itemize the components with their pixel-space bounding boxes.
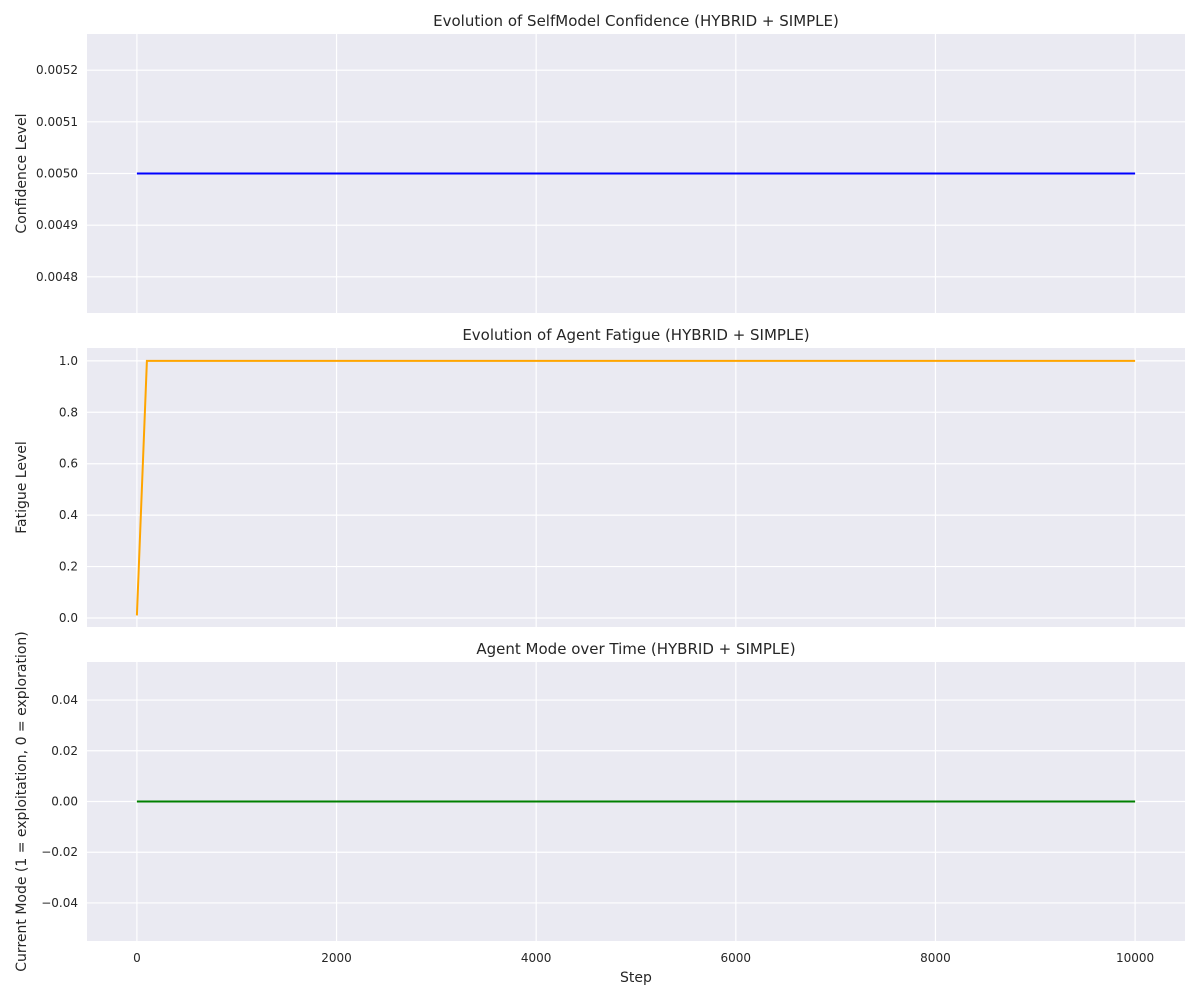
- y-tick-label: 0.0052: [36, 63, 78, 77]
- y-tick-label: 0.0: [59, 611, 78, 625]
- y-tick-label: −0.02: [41, 845, 78, 859]
- chart-title: Evolution of SelfModel Confidence (HYBRI…: [433, 12, 839, 30]
- y-tick-label: 0.2: [59, 560, 78, 574]
- y-tick-label: 1.0: [59, 354, 78, 368]
- chart-title: Agent Mode over Time (HYBRID + SIMPLE): [476, 640, 795, 658]
- y-tick-label: 0.0049: [36, 218, 78, 232]
- plot-area: [87, 348, 1185, 627]
- y-axis-label: Confidence Level: [14, 113, 30, 233]
- y-tick-label: 0.8: [59, 405, 78, 419]
- x-tick-label: 10000: [1116, 951, 1154, 965]
- chart-panel-1: 0.0048 0.0049 0.0050 0.0051 0.0052 Evolution …: [14, 12, 1185, 313]
- x-tick-label: 2000: [321, 951, 352, 965]
- series-line: [135, 359, 1136, 616]
- y-tick-label: 0.4: [59, 508, 78, 522]
- x-tick-label: 0: [133, 951, 141, 965]
- chart-panel-3: −0.04 −0.02 0.00 0.02 0.04 0 2000 4000 6000 8000 1…: [14, 631, 1185, 986]
- y-axis-label: Current Mode (1 = exploitation, 0 = expl…: [14, 631, 30, 971]
- chart-panel-2: 0.0 0.2 0.4 0.6 0.8 1.0 Evolution of Agent Fat…: [14, 326, 1185, 627]
- y-tick-label: 0.00: [51, 795, 78, 809]
- x-tick-label: 6000: [721, 951, 752, 965]
- y-tick-label: 0.02: [51, 744, 78, 758]
- y-tick-label: 0.0050: [36, 167, 78, 181]
- x-tick-label: 4000: [521, 951, 552, 965]
- x-tick-label: 8000: [920, 951, 951, 965]
- x-axis-label: Step: [620, 970, 652, 986]
- y-tick-label: 0.0048: [36, 270, 78, 284]
- y-tick-label: 0.04: [51, 693, 78, 707]
- y-axis-label: Fatigue Level: [14, 441, 30, 534]
- chart-title: Evolution of Agent Fatigue (HYBRID + SIM…: [462, 326, 809, 344]
- y-tick-label: 0.0051: [36, 115, 78, 129]
- y-tick-label: −0.04: [41, 896, 78, 910]
- y-tick-label: 0.6: [59, 457, 78, 471]
